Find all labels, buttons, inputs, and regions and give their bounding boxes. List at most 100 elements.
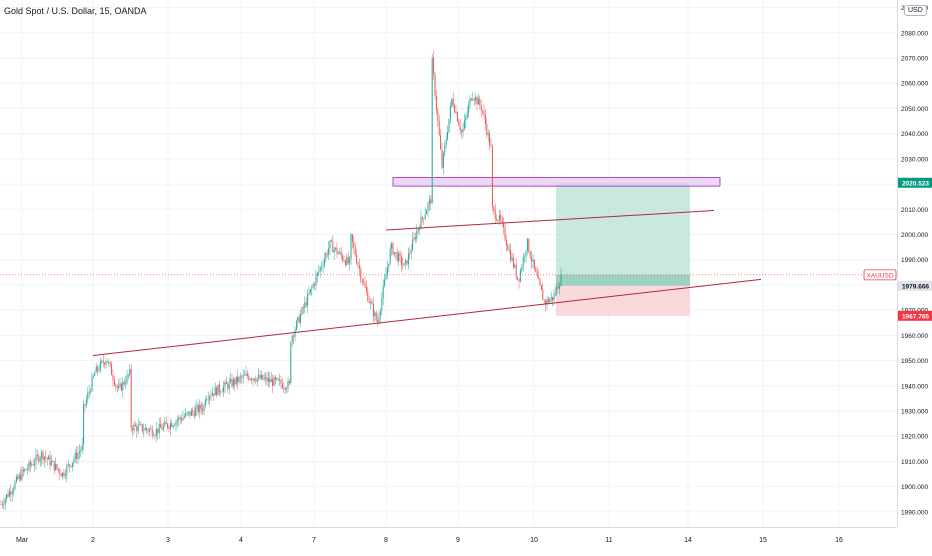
candle-body xyxy=(540,284,542,290)
time-tick-label: 2 xyxy=(91,537,95,544)
price-chart[interactable]: XAUUSD xyxy=(0,0,897,527)
candle-body xyxy=(386,267,388,275)
candle-body xyxy=(416,230,418,240)
resistance-zone[interactable] xyxy=(392,177,721,187)
chart-area[interactable]: XAUUSD xyxy=(0,0,897,527)
candle-body xyxy=(6,494,8,500)
candle-body xyxy=(252,378,254,381)
candle-body xyxy=(340,251,342,256)
candle-body xyxy=(556,286,558,294)
candle-body xyxy=(169,423,171,429)
candle-body xyxy=(67,464,69,466)
candle-body xyxy=(475,97,477,101)
time-axis-scale[interactable]: Mar 2 3 4 7 8 9 10 11 14 15 16 xyxy=(0,528,897,551)
candle-body xyxy=(538,276,540,280)
candle-body xyxy=(63,472,65,476)
candle-body xyxy=(148,429,150,432)
trendline-upper[interactable] xyxy=(385,210,715,231)
candle-body xyxy=(35,455,37,464)
trendline-lower[interactable] xyxy=(92,278,762,357)
candle-body xyxy=(76,452,78,459)
candle-body xyxy=(81,444,83,451)
candle-body xyxy=(480,105,482,111)
candle-body xyxy=(85,399,87,406)
candle-body xyxy=(111,364,113,376)
candle-body xyxy=(288,381,290,383)
candle-body xyxy=(172,425,174,427)
candle-body xyxy=(259,374,261,379)
candle-body xyxy=(357,262,359,266)
candle-body xyxy=(479,98,481,106)
candle-body xyxy=(528,238,530,252)
candle-body xyxy=(375,312,377,321)
candle-body xyxy=(308,293,310,294)
candle-body xyxy=(245,373,247,376)
candle-body xyxy=(95,366,97,373)
candle-body xyxy=(535,267,537,272)
candle-body xyxy=(293,336,295,337)
candle-body xyxy=(319,267,321,272)
candle-body xyxy=(287,381,289,389)
candle-body xyxy=(339,251,341,254)
candle-body xyxy=(433,57,435,74)
candle-body xyxy=(249,378,251,380)
price-tick-label: 2030.000 xyxy=(901,156,928,163)
candle-body xyxy=(283,388,285,389)
candle-body xyxy=(199,404,201,413)
symbol-label: XAUUSD xyxy=(866,272,893,279)
time-axis[interactable]: Mar 2 3 4 7 8 9 10 11 14 15 16 xyxy=(0,527,897,551)
candle-body xyxy=(337,253,339,254)
candle-body xyxy=(378,317,380,323)
candle-body xyxy=(17,476,19,480)
candle-body xyxy=(325,253,327,259)
candle-body xyxy=(447,131,449,140)
candle-body xyxy=(458,121,460,126)
candle-body xyxy=(255,380,257,382)
price-tick-label: 2010.000 xyxy=(901,207,928,214)
candle-body xyxy=(493,206,495,210)
candle-body xyxy=(407,253,409,265)
candle-body xyxy=(498,215,500,221)
candle-body xyxy=(189,411,191,416)
time-tick-label: 15 xyxy=(759,537,767,544)
candle-body xyxy=(50,461,52,466)
currency-button[interactable]: USD xyxy=(904,5,927,16)
candle-body xyxy=(74,452,76,460)
price-axis[interactable]: 1890.000 1900.000 1910.000 1920.000 1930.000… xyxy=(897,0,932,527)
loss-zone[interactable] xyxy=(556,285,690,316)
candle-body xyxy=(214,387,216,396)
candle-body xyxy=(507,245,509,251)
candle-body xyxy=(200,404,202,409)
candle-body xyxy=(372,304,374,316)
candle-body xyxy=(60,474,62,477)
candle-body xyxy=(146,428,148,430)
candle-body xyxy=(46,458,48,460)
candle-body xyxy=(487,133,489,136)
candle-body xyxy=(510,250,512,261)
candle-body xyxy=(273,377,275,386)
candle-body xyxy=(399,253,401,257)
candle-body xyxy=(377,320,379,323)
candle-body xyxy=(521,267,523,271)
candle-body xyxy=(69,464,71,466)
candle-body xyxy=(197,405,199,413)
price-tick-label: 1960.000 xyxy=(901,333,928,340)
candle-body xyxy=(32,464,34,466)
candle-body xyxy=(87,393,89,400)
candle-body xyxy=(228,381,230,389)
candle-body xyxy=(66,465,68,476)
price-axis-scale[interactable]: 1890.000 1900.000 1910.000 1920.000 1930.000… xyxy=(898,0,932,527)
candle-body xyxy=(161,427,163,430)
candle-body xyxy=(165,421,167,424)
drawings[interactable] xyxy=(0,177,897,316)
candle-body xyxy=(519,270,521,282)
candle-body xyxy=(400,256,402,265)
profit-zone[interactable] xyxy=(556,182,690,286)
candle-body xyxy=(419,228,421,230)
candle-body xyxy=(344,261,346,265)
candle-body xyxy=(515,264,517,277)
candle-body xyxy=(490,145,492,147)
trendlines[interactable]: XAUUSD xyxy=(92,210,897,357)
candle-body xyxy=(406,260,408,265)
price-label-box xyxy=(898,310,932,321)
